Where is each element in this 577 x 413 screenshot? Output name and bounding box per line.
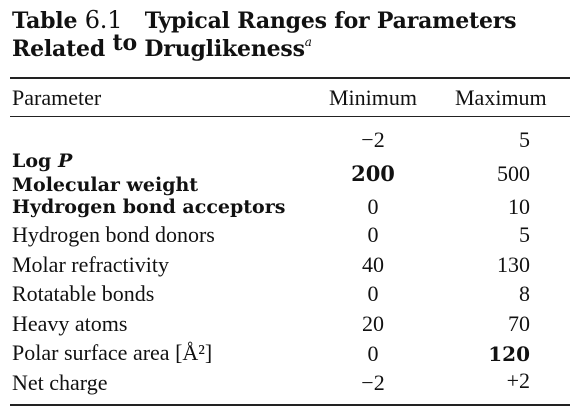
cell-mw-min: 200 [351,161,395,186]
caption-label: Table [12,8,78,34]
cell-param-rotatable-bonds: Rotatable bonds [12,281,155,306]
cell-nc-max: +2 [506,368,530,393]
cell-ha-min: 20 [362,311,384,336]
cell-param-hbd: Hydrogen bond donors [12,222,215,247]
caption-number: 6.1 [84,6,123,34]
caption-footnote-mark: a [304,35,312,49]
logp-label: Log P [12,150,73,172]
caption-title-line1: Typical Ranges for Parameters [144,8,517,34]
logp-variable: P [57,150,73,172]
cell-hba-min: 0 [367,194,379,219]
cell-logp-max: 5 [519,127,530,152]
cell-param-heavy-atoms: Heavy atoms [12,311,128,336]
table-caption: Table 6.1 Typical Ranges for Parameters … [12,6,572,66]
cell-param-net-charge: Net charge [12,370,108,395]
cell-param-logp: Log P [12,148,72,174]
header-maximum: Maximum [455,85,547,110]
caption-title-line2-a: Related [12,36,106,62]
cell-mr-min: 40 [362,252,384,277]
cell-ha-max: 70 [508,311,530,336]
cell-param-molar-refractivity: Molar refractivity [12,252,169,277]
cell-logp-min: −2 [361,127,385,152]
cell-psa-min: 0 [367,341,379,366]
header-rule [10,116,570,117]
header-parameter: Parameter [12,85,102,110]
cell-param-hba: Hydrogen bond acceptors [12,196,286,218]
caption-title-to: to [112,30,138,56]
table-top-rule [10,77,570,79]
cell-param-molecular-weight: Molecular weight [12,174,199,196]
cell-rb-min: 0 [367,281,379,306]
cell-param-polar-surface-area: Polar surface area [Å²] [12,340,213,365]
cell-mw-max: 500 [497,161,530,186]
table-bottom-rule [10,404,570,406]
caption-title-line2-b: Druglikeness [144,36,305,62]
cell-hbd-min: 0 [367,222,379,247]
cell-rb-max: 8 [519,281,530,306]
cell-nc-min: −2 [361,370,385,395]
cell-mr-max: 130 [497,252,530,277]
cell-hba-max: 10 [508,194,530,219]
header-minimum: Minimum [328,85,417,110]
caption-line-2: Related to Druglikenessa [12,30,572,66]
cell-hbd-max: 5 [519,222,530,247]
cell-psa-max: 120 [488,342,530,366]
caption-line-1: Table 6.1 Typical Ranges for Parameters [12,6,572,35]
